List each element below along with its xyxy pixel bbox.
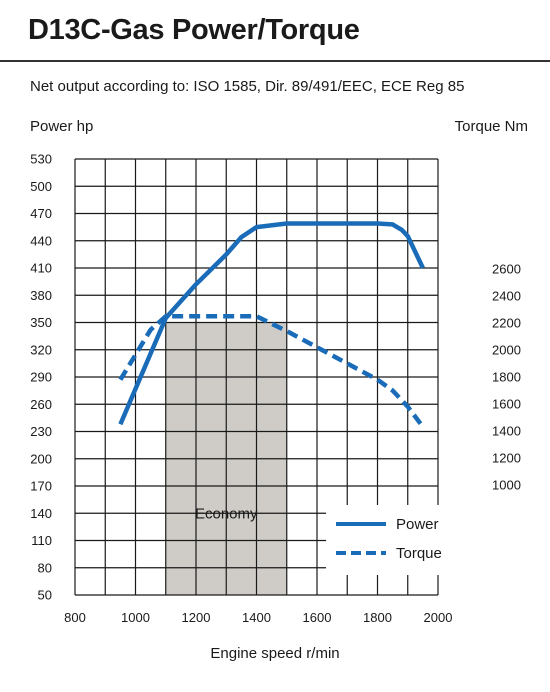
y-right-tick-label: 1400 bbox=[492, 424, 521, 439]
x-tick-label: 1600 bbox=[303, 610, 332, 625]
x-tick-label: 1400 bbox=[242, 610, 271, 625]
y-axis-right-label: Torque Nm bbox=[454, 118, 528, 135]
y-left-tick-label: 380 bbox=[30, 288, 52, 303]
y-left-tick-label: 290 bbox=[30, 370, 52, 385]
y-left-tick-label: 230 bbox=[30, 424, 52, 439]
y-left-tick-label: 140 bbox=[30, 506, 52, 521]
legend-power-label: Power bbox=[396, 516, 439, 533]
series-line-torque bbox=[118, 314, 425, 429]
series-line-power bbox=[118, 221, 425, 426]
y-right-tick-label: 1000 bbox=[492, 478, 521, 493]
x-tick-label: 1200 bbox=[182, 610, 211, 625]
y-right-tick-label: 2000 bbox=[492, 343, 521, 358]
y-left-tick-label: 350 bbox=[30, 315, 52, 330]
series-layer bbox=[118, 221, 425, 429]
chart-subtitle: Net output according to: ISO 1585, Dir. … bbox=[30, 78, 465, 95]
y-right-tick-label: 2200 bbox=[492, 316, 521, 331]
y-left-tick-label: 200 bbox=[30, 451, 52, 466]
y-left-tick-label: 50 bbox=[38, 588, 52, 603]
tick-labels: 50 80 110 140 170 200 230 260 290 320 350 380 410 440… bbox=[30, 152, 521, 626]
legend-box bbox=[326, 505, 452, 575]
chart-title: D13C-Gas Power/Torque bbox=[28, 14, 360, 46]
y-left-tick-label: 410 bbox=[30, 261, 52, 276]
y-left-tick-label: 80 bbox=[38, 560, 52, 575]
y-right-tick-label: 1200 bbox=[492, 451, 521, 466]
legend: Power Torque bbox=[326, 505, 452, 575]
legend-torque-label: Torque bbox=[396, 545, 442, 562]
y-left-tick-label: 110 bbox=[31, 533, 52, 548]
y-left-tick-label: 500 bbox=[30, 179, 52, 194]
y-right-tick-label: 2400 bbox=[492, 289, 521, 304]
y-right-tick-label: 1600 bbox=[492, 397, 521, 412]
x-axis-label: Engine speed r/min bbox=[210, 645, 340, 662]
y-left-tick-label: 260 bbox=[30, 397, 52, 412]
x-tick-label: 1800 bbox=[363, 610, 392, 625]
y-left-tick-label: 320 bbox=[30, 342, 52, 357]
y-right-tick-label: 1800 bbox=[492, 370, 521, 385]
x-tick-label: 2000 bbox=[424, 610, 453, 625]
title-divider bbox=[0, 60, 550, 62]
y-left-tick-label: 470 bbox=[30, 206, 52, 221]
y-axis-left-label: Power hp bbox=[30, 118, 94, 135]
y-right-tick-label: 2600 bbox=[492, 262, 521, 277]
x-tick-label: 1000 bbox=[121, 610, 150, 625]
y-left-tick-label: 440 bbox=[30, 233, 52, 248]
x-tick-label: 800 bbox=[64, 610, 86, 625]
y-left-tick-label: 530 bbox=[30, 152, 52, 167]
economy-label: Economy bbox=[195, 505, 258, 522]
y-left-tick-label: 170 bbox=[30, 479, 52, 494]
